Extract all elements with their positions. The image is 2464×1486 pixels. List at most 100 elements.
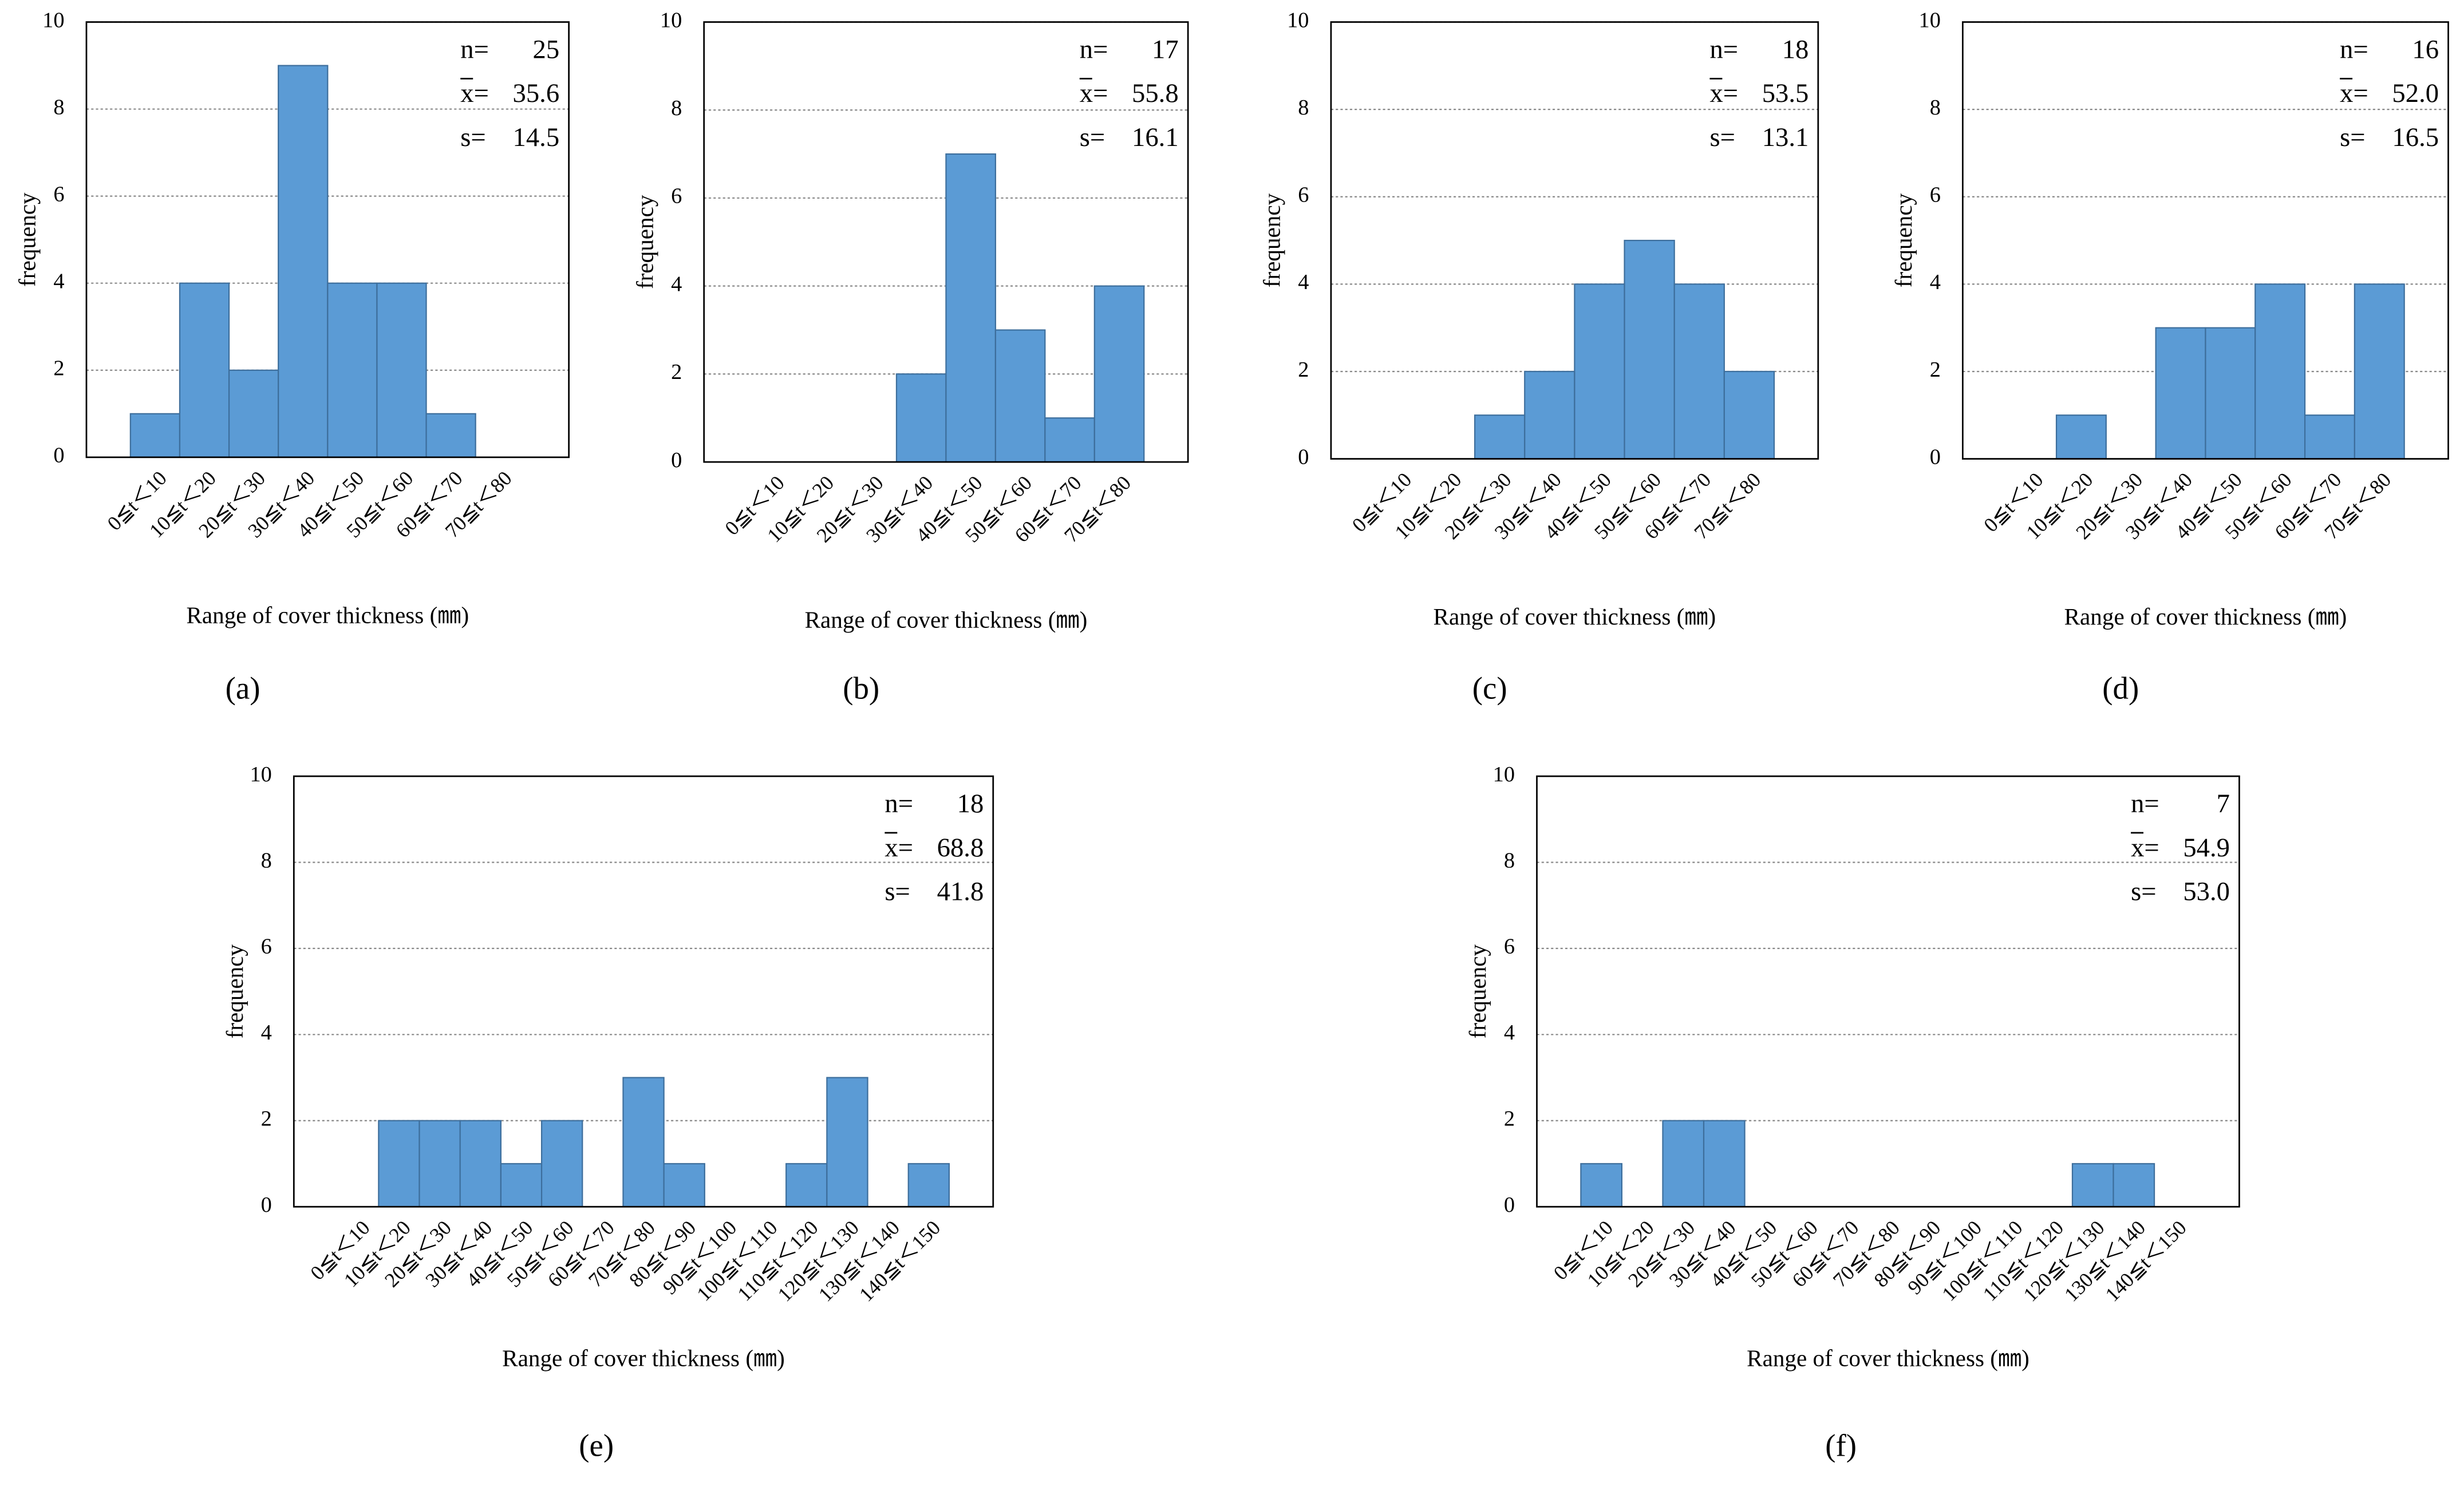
bar xyxy=(378,1120,420,1208)
stat-label: s= xyxy=(460,122,485,152)
stat-label: x= xyxy=(884,833,913,863)
stat-label: s= xyxy=(1080,122,1105,152)
y-tick-label: 6 xyxy=(1504,935,1515,959)
stat-value: 16.5 xyxy=(2392,122,2439,152)
bar xyxy=(179,282,230,458)
y-tick-label: 8 xyxy=(1930,96,1941,120)
stat-label: n= xyxy=(1709,34,1738,64)
bar xyxy=(1044,417,1095,463)
y-tick-label: 4 xyxy=(671,272,682,296)
y-tick-label: 6 xyxy=(53,182,64,206)
x-axis-label: Range of cover thickness (㎜) xyxy=(805,607,1088,634)
bar xyxy=(2155,327,2206,460)
stat-label: x= xyxy=(2340,78,2368,108)
bar xyxy=(785,1163,828,1208)
y-tick-label: 4 xyxy=(1298,270,1309,294)
stat-label: s= xyxy=(2131,877,2156,907)
bar xyxy=(895,373,947,463)
bar xyxy=(376,282,427,458)
y-tick-label: 0 xyxy=(671,448,682,472)
bar xyxy=(907,1163,950,1208)
stat-label: n= xyxy=(884,789,913,819)
stat-value: 16 xyxy=(2412,34,2439,64)
y-axis-label: frequency xyxy=(631,195,658,289)
bar xyxy=(1624,239,1675,460)
bar xyxy=(540,1120,583,1208)
stat-label: n= xyxy=(460,34,489,64)
stat-label: s= xyxy=(884,877,910,907)
bar xyxy=(1703,1120,1746,1208)
y-axis-label: frequency xyxy=(1890,193,1917,287)
panel-label: (a) xyxy=(226,670,260,705)
chart-panel: 02468100≦t＜1010≦t＜2020≦t＜3030≦t＜4040≦t＜5… xyxy=(14,8,570,705)
x-axis-label: Range of cover thickness (㎜) xyxy=(1434,603,1716,630)
stat-label: n= xyxy=(2340,34,2368,64)
bar xyxy=(228,369,279,458)
bar xyxy=(129,413,181,458)
y-tick-label: 2 xyxy=(1504,1107,1515,1131)
panel-label: (e) xyxy=(579,1428,614,1463)
bar xyxy=(418,1120,461,1208)
stat-label: x= xyxy=(2131,833,2159,863)
bar xyxy=(2055,414,2107,460)
plot-frame xyxy=(85,21,570,459)
bar xyxy=(2112,1163,2155,1208)
panel-label: (c) xyxy=(1472,670,1507,705)
chart-panel: 02468100≦t＜1010≦t＜2020≦t＜3030≦t＜4040≦t＜5… xyxy=(222,762,994,1463)
y-tick-label: 4 xyxy=(53,270,64,294)
stat-value: 55.8 xyxy=(1132,78,1179,108)
y-tick-label: 10 xyxy=(1919,8,1941,32)
stat-value: 52.0 xyxy=(2392,78,2439,108)
bar xyxy=(1580,1163,1623,1208)
bar xyxy=(2205,327,2256,460)
bar xyxy=(2071,1163,2114,1208)
y-tick-label: 10 xyxy=(1493,762,1515,787)
bar xyxy=(663,1163,705,1208)
y-tick-label: 6 xyxy=(1298,183,1309,207)
bar xyxy=(500,1163,543,1208)
stat-value: 35.6 xyxy=(513,78,560,108)
stat-value: 14.5 xyxy=(513,122,560,152)
plot-frame xyxy=(293,775,994,1208)
stat-value: 53.5 xyxy=(1762,78,1809,108)
y-axis-label: frequency xyxy=(1464,944,1491,1038)
stat-label: s= xyxy=(1709,122,1735,152)
y-axis-label: frequency xyxy=(222,944,248,1038)
stat-value: 13.1 xyxy=(1762,122,1809,152)
stat-label: x= xyxy=(1080,78,1108,108)
stat-value: 18 xyxy=(1782,34,1809,64)
stat-value: 53.0 xyxy=(2183,877,2230,907)
plot-frame xyxy=(1536,775,2240,1208)
bar xyxy=(1524,370,1575,460)
x-axis-label: Range of cover thickness (㎜) xyxy=(186,602,469,629)
chart-panel: 02468100≦t＜1010≦t＜2020≦t＜3030≦t＜4040≦t＜5… xyxy=(1259,8,1819,705)
bar xyxy=(2354,283,2405,460)
stat-label: s= xyxy=(2340,122,2365,152)
stat-label: x= xyxy=(1709,78,1738,108)
chart-panel: 02468100≦t＜1010≦t＜2020≦t＜3030≦t＜4040≦t＜5… xyxy=(1890,8,2449,705)
bar xyxy=(425,413,476,458)
chart-panel: 02468100≦t＜1010≦t＜2020≦t＜3030≦t＜4040≦t＜5… xyxy=(1464,762,2240,1463)
bar xyxy=(622,1077,665,1208)
stat-value: 25 xyxy=(533,34,560,64)
plot-frame xyxy=(703,21,1189,463)
bar xyxy=(994,329,1046,463)
bar xyxy=(1662,1120,1705,1208)
bar xyxy=(459,1120,502,1208)
x-axis-label: Range of cover thickness (㎜) xyxy=(2064,603,2347,630)
bar xyxy=(826,1077,868,1208)
bar xyxy=(1474,414,1526,460)
bar xyxy=(1723,370,1775,460)
y-tick-label: 8 xyxy=(53,95,64,119)
y-axis-label: frequency xyxy=(14,192,41,287)
bar xyxy=(1673,283,1725,460)
panel-label: (d) xyxy=(2102,670,2139,705)
y-tick-label: 4 xyxy=(1930,270,1941,294)
y-tick-label: 4 xyxy=(1504,1021,1515,1045)
y-tick-label: 2 xyxy=(53,357,64,381)
stat-value: 68.8 xyxy=(937,833,984,863)
chart-panel: 02468100≦t＜1010≦t＜2020≦t＜3030≦t＜4040≦t＜5… xyxy=(631,8,1189,705)
x-axis-label: Range of cover thickness (㎜) xyxy=(1747,1345,2029,1372)
y-tick-label: 2 xyxy=(1298,358,1309,382)
y-tick-label: 2 xyxy=(261,1107,272,1131)
